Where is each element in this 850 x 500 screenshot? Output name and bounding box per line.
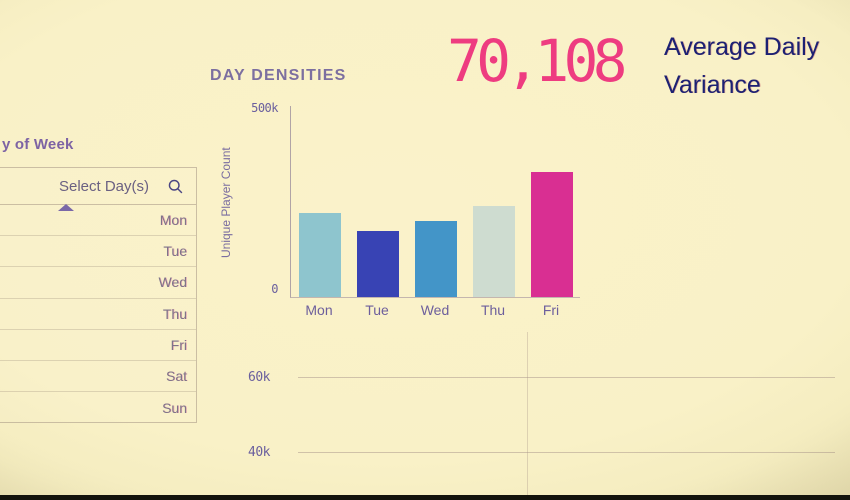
bottom-chart-ytick-40k: 40k — [248, 445, 270, 460]
day-list-item-label: Wed — [158, 274, 187, 291]
bar-fri[interactable] — [531, 172, 573, 297]
bar-chart-ytick-500k: 500k — [251, 101, 278, 115]
bar-xaxis-label-thu: Thu — [480, 302, 506, 318]
bar-xaxis-label-mon: Mon — [305, 302, 333, 318]
day-list-item-label: Sat — [165, 368, 187, 385]
bar-chart-title: DAY DENSITIES — [210, 67, 347, 84]
day-list-item-label: Fri — [170, 336, 187, 353]
sort-caret-icon — [58, 204, 74, 211]
day-list-item-label: Sun — [162, 399, 187, 416]
kpi-average-daily-variance-value: 70,108 — [447, 27, 628, 95]
day-list-item-wed[interactable]: Wed — [0, 267, 196, 299]
bar-chart-ytick-0: 0 — [271, 282, 278, 296]
kpi-average-daily-variance-label: Average Daily Variance — [664, 28, 819, 104]
bar-xaxis-label-tue: Tue — [365, 302, 389, 318]
bottom-chart-gridline-40k — [298, 452, 835, 453]
bottom-chart-gridline-60k — [298, 377, 835, 378]
day-list: Mon Tue Wed Thu Fri Sat Sun — [0, 205, 196, 423]
bottom-chart-ytick-60k: 60k — [248, 370, 270, 385]
day-list-item-label: Tue — [163, 243, 187, 260]
bar-thu[interactable] — [473, 206, 515, 297]
bar-plot-area — [290, 106, 580, 298]
day-list-item-label: Thu — [162, 305, 187, 322]
day-list-item-sun[interactable]: Sun — [0, 392, 196, 423]
bottom-dark-band — [0, 495, 850, 500]
bottom-chart-vertical-gridline — [527, 332, 528, 498]
day-list-item-label: Mon — [159, 212, 187, 229]
day-search-box[interactable]: Select Day(s) — [0, 168, 196, 211]
day-list-item-tue[interactable]: Tue — [0, 236, 196, 268]
day-search-placeholder: Select Day(s) — [58, 177, 149, 195]
bar-tue[interactable] — [357, 231, 399, 297]
bar-mon[interactable] — [299, 213, 341, 297]
day-list-item-mon[interactable]: Mon — [0, 205, 196, 237]
day-list-item-sat[interactable]: Sat — [0, 361, 196, 393]
bar-xaxis-label-wed: Wed — [420, 302, 450, 318]
bar-xaxis-label-fri: Fri — [542, 302, 560, 318]
day-list-item-fri[interactable]: Fri — [0, 330, 196, 361]
bar-xaxis-labels: Mon Tue Wed Thu Fri — [290, 302, 580, 318]
search-icon[interactable] — [167, 178, 184, 195]
kpi-label-line2: Variance — [664, 71, 761, 99]
day-of-week-filter-panel: Select Day(s) Mon Tue Wed Thu Fri Sat Sun — [0, 167, 197, 423]
bar-wed[interactable] — [415, 221, 457, 297]
filter-panel-title: y of Week — [2, 136, 74, 153]
bar-chart-y-axis-title: Unique Player Count — [219, 147, 233, 258]
day-list-item-thu[interactable]: Thu — [0, 299, 196, 330]
kpi-label-line1: Average Daily — [664, 33, 820, 61]
